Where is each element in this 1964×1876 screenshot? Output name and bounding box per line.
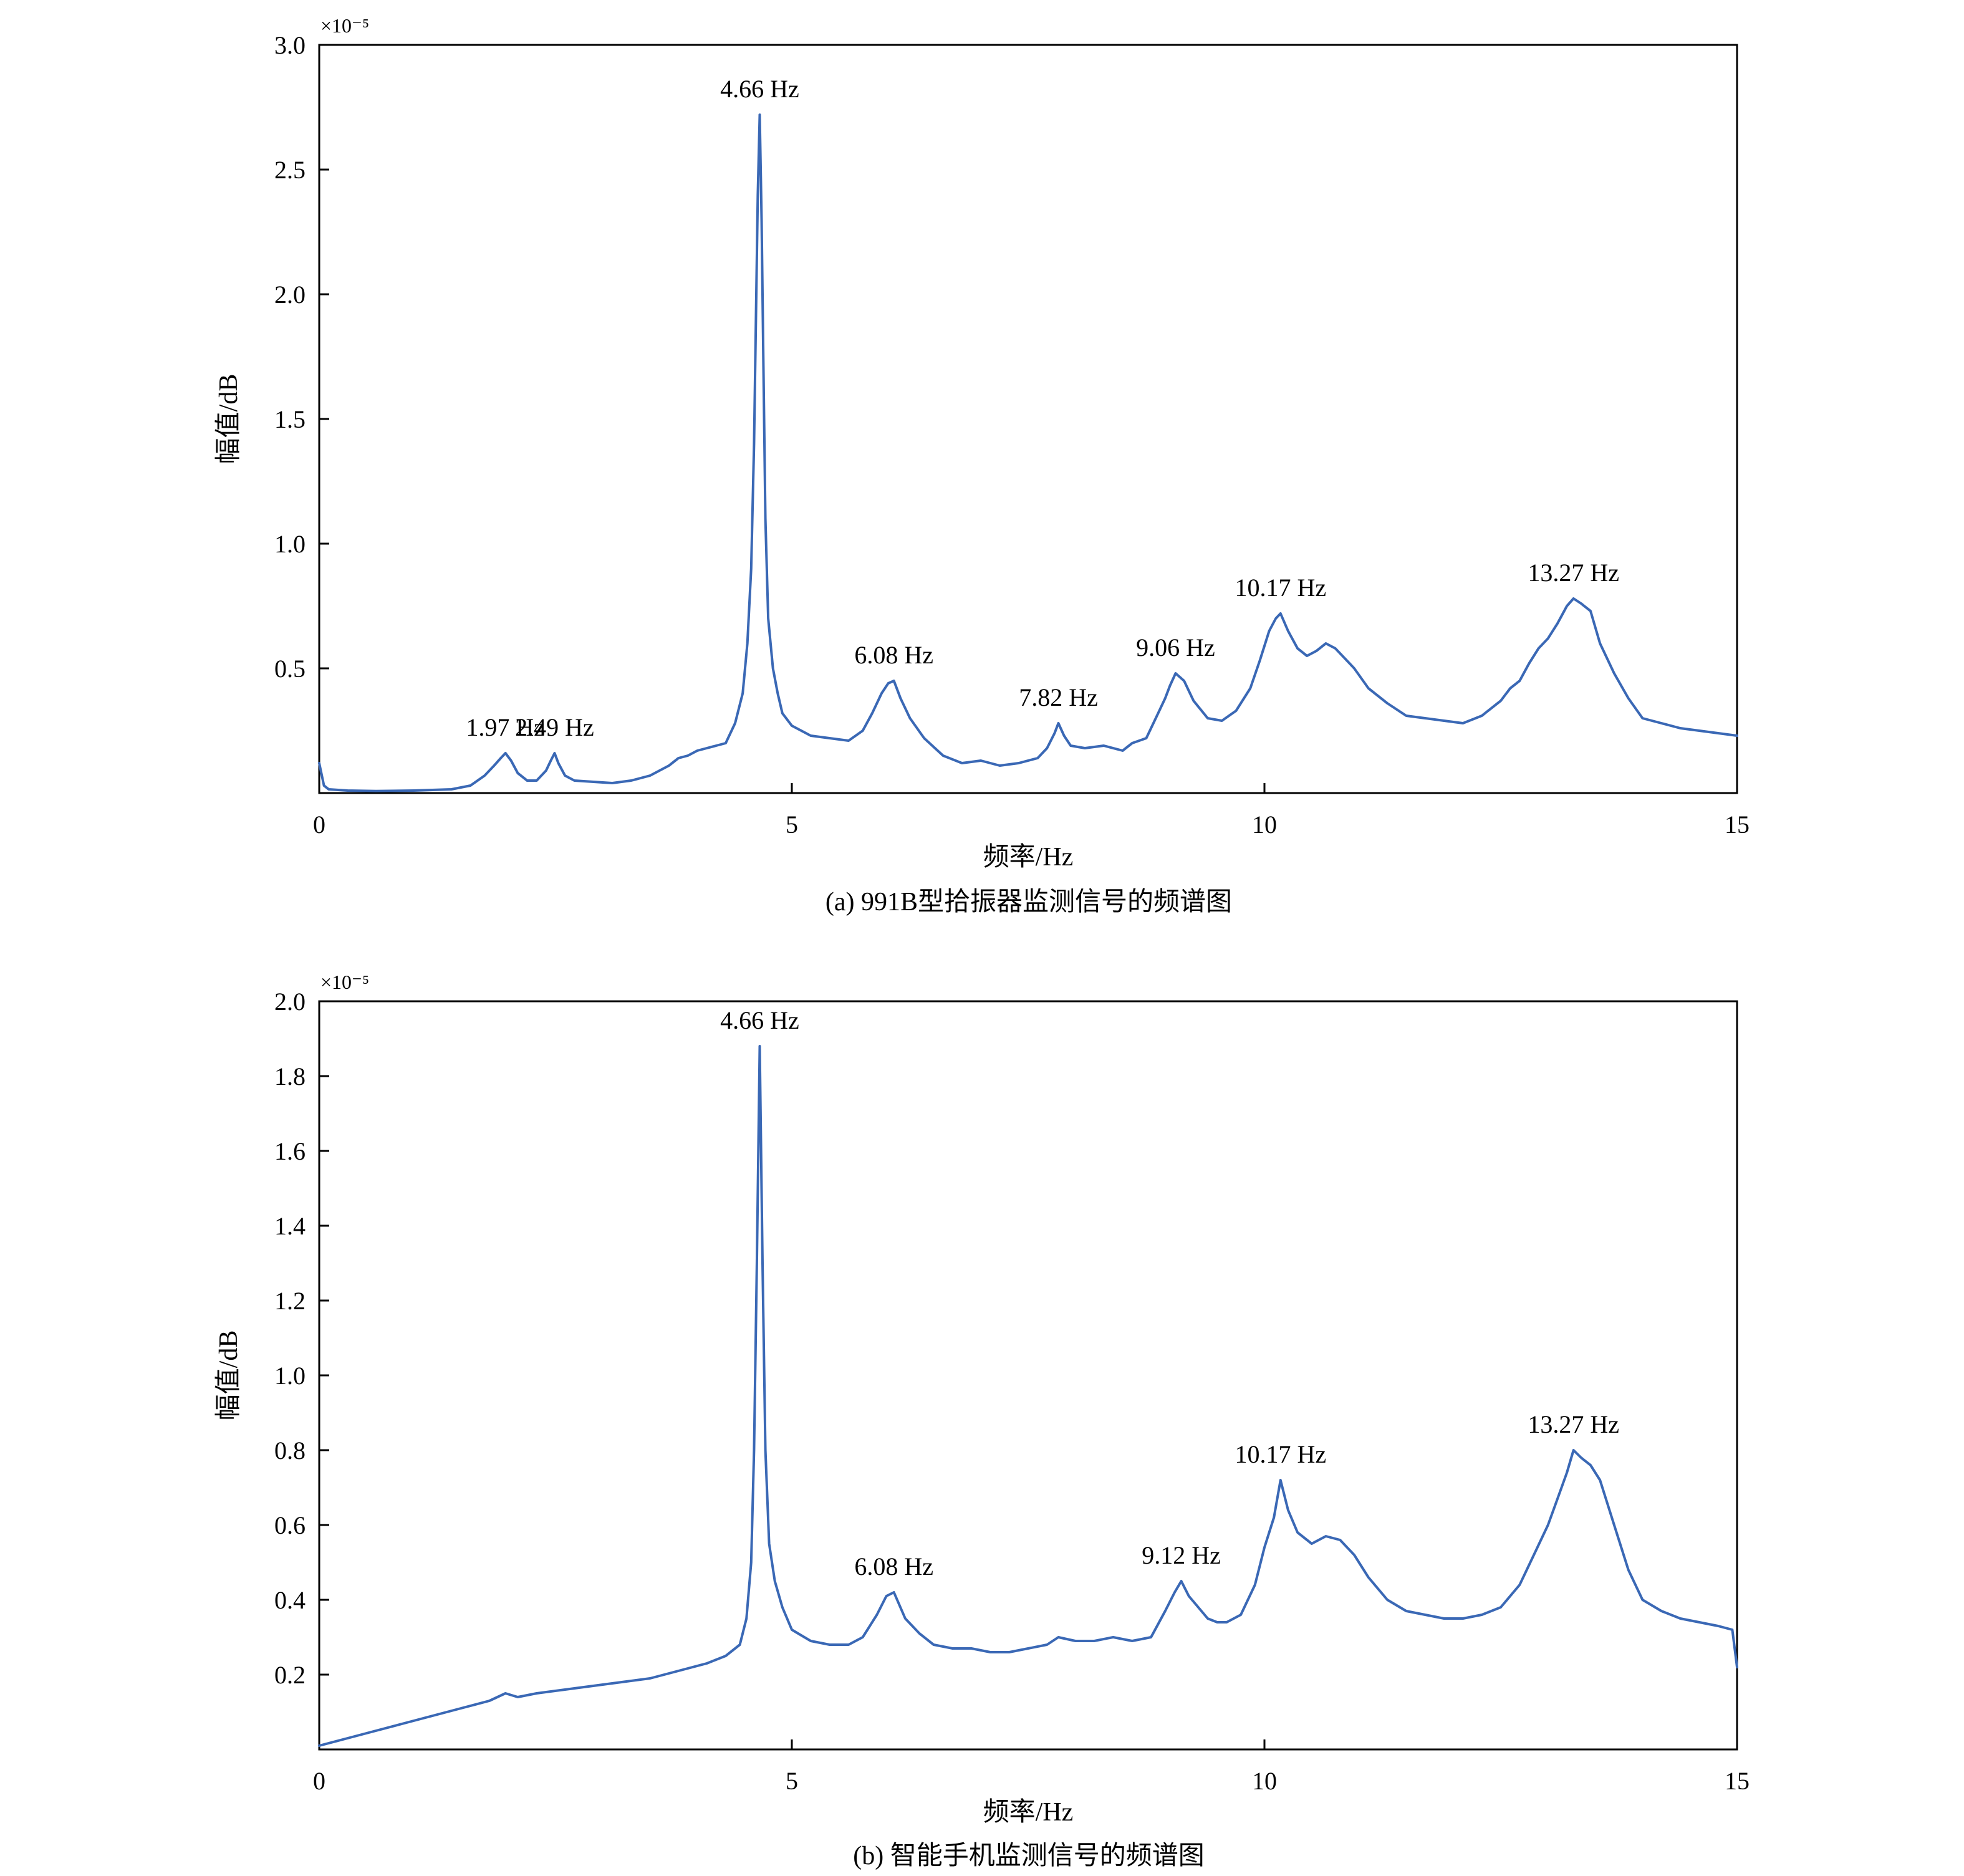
peak-label: 10.17 Hz (1235, 1440, 1326, 1468)
peak-label: 6.08 Hz (854, 1552, 933, 1580)
chart-panel-a: 0 5 10 15 0.5 1.0 1.5 2.0 2.5 3.0 ×10⁻⁵ 频率/Hz 幅值/dB (… (214, 14, 1750, 916)
peak-label: 13.27 Hz (1528, 1410, 1619, 1438)
x-tick-label: 15 (1725, 1767, 1750, 1795)
x-tick-label: 0 (313, 1767, 325, 1795)
y-tick-label: 0.8 (274, 1436, 306, 1465)
peak-label: 10.17 Hz (1235, 574, 1326, 602)
y-tick-label: 0.2 (274, 1661, 306, 1689)
x-tick-label: 5 (786, 1767, 798, 1795)
x-tick-label: 15 (1725, 811, 1750, 839)
x-axis-title: 频率/Hz (983, 842, 1074, 872)
peak-label: 1.97 Hz (466, 713, 545, 741)
y-tick-label: 3.0 (274, 31, 306, 59)
y-tick-label: 2.5 (274, 156, 306, 184)
y-tick-label: 1.8 (274, 1062, 306, 1090)
y-axis-title: 幅值/dB (214, 374, 243, 464)
peak-label: 13.27 Hz (1528, 559, 1619, 587)
spectrum-line (318, 113, 1738, 792)
peak-label: 7.82 Hz (1019, 683, 1098, 711)
y-tick-label: 1.4 (274, 1212, 306, 1240)
y-tick-label: 1.6 (274, 1137, 306, 1165)
peak-label: 9.12 Hz (1142, 1541, 1221, 1569)
x-axis-title: 频率/Hz (983, 1797, 1074, 1827)
y-multiplier: ×10⁻⁵ (320, 14, 369, 37)
chart-panel-b: 0 5 10 15 0.2 0.4 0.6 0.8 1.0 1.2 1.4 1.6 1.8 2.0 ×10⁻… (214, 971, 1750, 1870)
y-tick-label: 0.6 (274, 1511, 306, 1539)
y-tick-label: 0.5 (274, 655, 306, 683)
plot-frame (318, 1000, 1738, 1751)
figure-caption: (a) 991B型拾振器监测信号的频谱图 (826, 888, 1232, 916)
y-tick-label: 1.2 (274, 1287, 306, 1315)
y-multiplier: ×10⁻⁵ (320, 971, 369, 993)
spectrum-line (318, 1045, 1738, 1747)
peak-label: 4.66 Hz (720, 75, 799, 103)
peak-label: 4.66 Hz (720, 1006, 799, 1034)
y-tick-label: 0.4 (274, 1586, 306, 1614)
x-tick-label: 10 (1252, 811, 1277, 839)
plot-frame (318, 44, 1738, 794)
x-tick-label: 5 (786, 811, 798, 839)
peak-label: 6.08 Hz (854, 641, 933, 669)
peak-label: 2.49 Hz (515, 713, 594, 741)
y-tick-label: 2.0 (274, 281, 306, 309)
x-tick-label: 0 (313, 811, 325, 839)
y-tick-label: 1.5 (274, 405, 306, 433)
y-tick-label: 1.0 (274, 530, 306, 558)
y-tick-label: 2.0 (274, 988, 306, 1016)
y-axis-title: 幅值/dB (214, 1330, 243, 1421)
x-tick-label: 10 (1252, 1767, 1277, 1795)
y-tick-label: 1.0 (274, 1362, 306, 1390)
figure-caption: (b) 智能手机监测信号的频谱图 (853, 1842, 1204, 1870)
peak-label: 9.06 Hz (1136, 633, 1215, 661)
